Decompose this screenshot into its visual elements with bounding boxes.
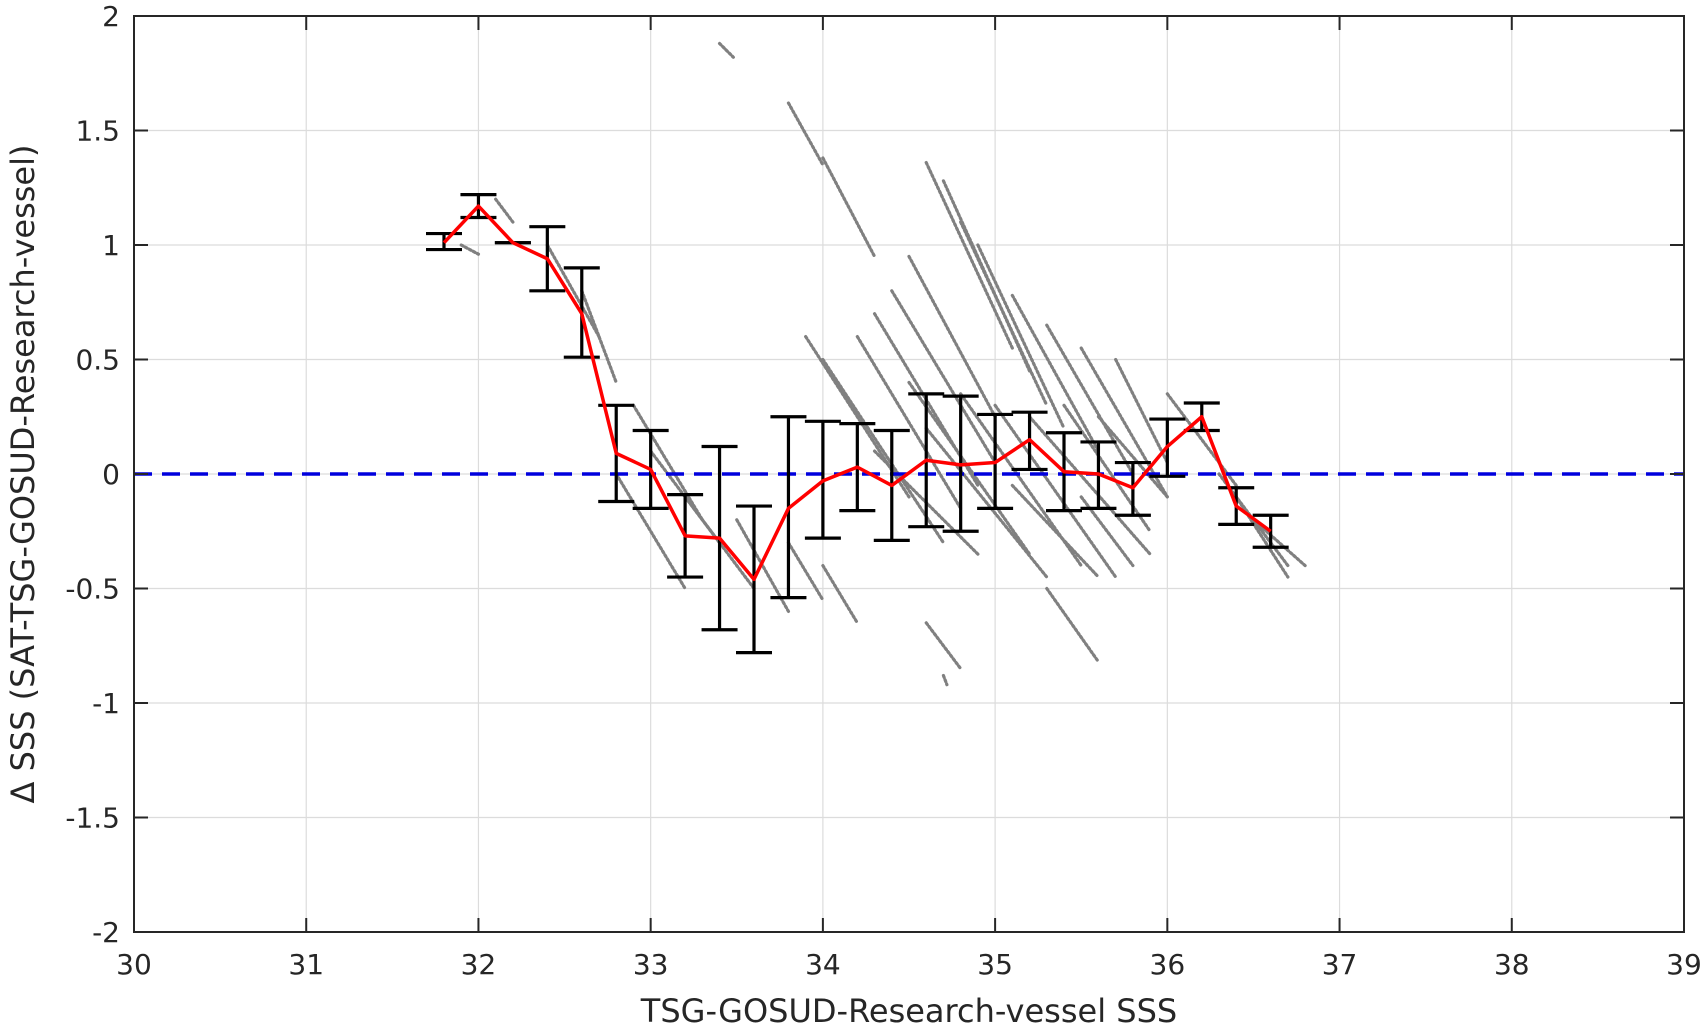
scatter-point [1010,483,1101,579]
scatter-point [924,160,1014,350]
y-axis-ticks: 2 1.5 1 0.5 0 -0.5 -1 -1.5 -2 [65,0,1684,949]
scatter-point [993,403,1118,579]
x-tick-label: 35 [977,948,1013,981]
mean-line [442,204,1272,582]
x-tick-label: 39 [1666,948,1702,981]
y-tick-label: 0 [102,458,120,491]
scatter-point [959,220,1049,407]
scatter-point [821,156,877,259]
scatter-point [924,621,963,671]
scatter-point [494,197,515,224]
scatter-point [924,426,1049,579]
scatter-point [821,563,859,625]
scatter-point [717,41,735,59]
scatter-point [1010,293,1101,453]
x-tick-label: 34 [805,948,841,981]
scatter-point [1079,346,1169,499]
scatter-point [1114,357,1169,465]
x-tick-label: 30 [116,948,152,981]
scatter-point [631,403,704,522]
scatter-point [459,243,481,256]
scatter-point [1165,392,1238,488]
x-axis-label: TSG-GOSUD-Research-vessel SSS [640,992,1177,1030]
x-tick-label: 33 [633,948,669,981]
y-tick-label: -1.5 [65,802,120,835]
scatter-point [1045,323,1135,476]
y-tick-label: -1 [92,687,120,720]
scatter-point [786,101,825,167]
scatter-point [890,289,997,465]
scatter-point [821,357,946,545]
scatter-point [855,335,963,510]
scatter-point [1045,586,1101,664]
x-tick-label: 37 [1322,948,1358,981]
scatter-point [786,541,825,602]
x-tick-label: 31 [288,948,324,981]
x-tick-label: 38 [1494,948,1530,981]
y-tick-label: -2 [92,916,120,949]
y-tick-label: 0.5 [75,344,120,377]
y-tick-label: -0.5 [65,573,120,606]
scatter-point [907,380,1032,556]
scatter-point [545,243,601,339]
scatter-point [1062,403,1152,533]
scatter-point [1027,415,1152,556]
x-tick-label: 32 [461,948,497,981]
scatter-point [976,243,1066,430]
scatter-point [1251,518,1307,568]
scatter-point [907,254,997,419]
scatter-point [941,673,949,687]
x-axis-ticks: 30 31 32 33 34 35 36 37 38 39 [116,16,1702,981]
y-axis-label: Δ SSS (SAT-TSG-GOSUD-Research-vessel) [4,145,42,804]
scatter-point [1096,415,1169,499]
y-tick-label: 1.5 [75,115,120,148]
y-tick-label: 2 [102,0,120,33]
scatter-point [614,472,687,591]
x-tick-label: 36 [1150,948,1186,981]
y-tick-label: 1 [102,229,120,262]
